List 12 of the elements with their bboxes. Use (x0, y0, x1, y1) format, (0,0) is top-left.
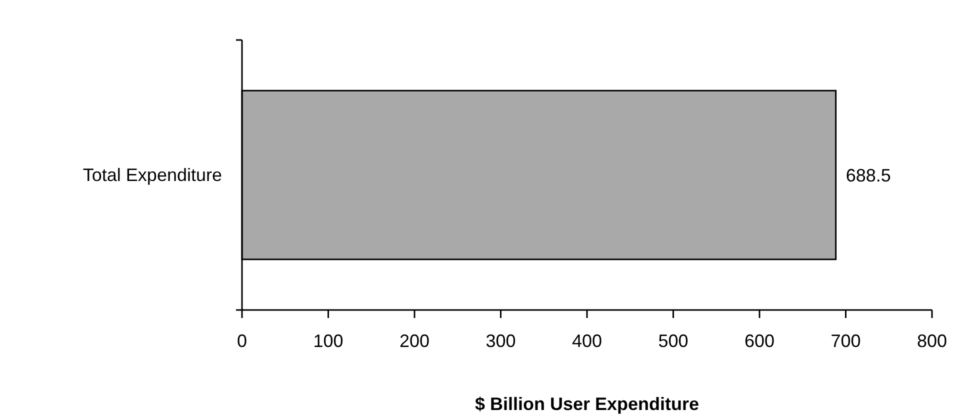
x-tick-label: 0 (236, 330, 248, 351)
x-tick-label: 800 (916, 330, 948, 351)
x-tick-label: 600 (744, 330, 775, 351)
x-tick-label: 100 (313, 330, 344, 351)
x-tick-label: 400 (572, 330, 602, 351)
x-tick-label: 200 (399, 330, 430, 351)
x-tick-label: 300 (486, 330, 516, 351)
data-label: 688.5 (846, 165, 891, 186)
x-tick-label: 500 (658, 330, 688, 351)
x-tick-label: 700 (830, 330, 861, 351)
x-axis-title: $ Billion User Expenditure (474, 394, 700, 414)
y-tick-label: Total Expenditure (82, 164, 222, 185)
